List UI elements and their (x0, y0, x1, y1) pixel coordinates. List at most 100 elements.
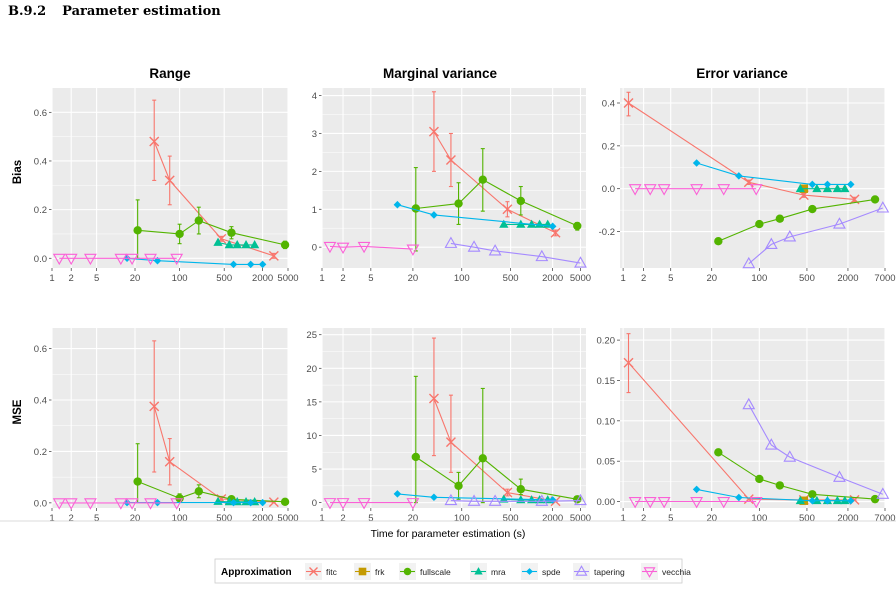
point-vecchia (406, 498, 420, 510)
legend-item-vecchia: vecchia (641, 563, 691, 580)
series-line-tapering (748, 207, 883, 265)
point-vecchia (114, 498, 128, 510)
point-mra (832, 183, 843, 193)
panel-range-bias: 0.0 0.2 0.4 0.6 1 2 5 20 100 500 2000 5000 (34, 88, 299, 284)
point-tapering (832, 217, 846, 229)
point-fullscale (280, 497, 290, 507)
point-tapering (535, 249, 549, 262)
point-spde (393, 200, 402, 209)
legend-key-marker (575, 565, 588, 576)
point-tapering (742, 256, 756, 269)
x-tick-label: 500 (216, 273, 232, 284)
series-fitc (428, 337, 561, 507)
point-fullscale (478, 175, 487, 184)
point-vecchia (52, 498, 66, 510)
y-tick-label: 10 (306, 431, 317, 442)
point-fullscale (133, 226, 142, 235)
point-vecchia (657, 496, 671, 509)
point-vecchia (125, 498, 139, 510)
point-tapering (764, 237, 778, 249)
row-label-bias: Bias (12, 160, 24, 184)
point-mra (499, 219, 509, 228)
point-spde (229, 260, 238, 269)
legend-title: Approximation (221, 567, 292, 578)
x-tick-label: 2000 (252, 513, 273, 524)
point-vecchia (336, 498, 350, 510)
point-mra (232, 240, 242, 249)
legend-label-spde: spde (542, 567, 561, 577)
point-spde (246, 260, 255, 269)
legend-label-frk: frk (375, 567, 385, 577)
point-fullscale (808, 204, 817, 214)
point-mra (832, 495, 843, 505)
x-tick-label: 2000 (542, 273, 563, 284)
point-mra (250, 240, 260, 249)
point-tapering (876, 201, 890, 213)
point-fullscale (573, 221, 582, 231)
point-mra (224, 240, 234, 249)
y-tick-label: 0.2 (602, 141, 615, 152)
y-tick-label: 2 (312, 167, 317, 178)
point-vecchia (323, 241, 337, 254)
legend-item-frk: frk (354, 563, 385, 580)
y-tick-label: 0 (312, 243, 317, 254)
point-fullscale (755, 474, 764, 484)
x-tick-label: 2 (641, 273, 646, 284)
point-fullscale (755, 219, 764, 229)
y-tick-label: 0.6 (34, 108, 47, 119)
point-vecchia (323, 498, 337, 510)
legend-item-fitc: fitc (305, 563, 338, 580)
legend-key-marker (403, 567, 412, 576)
x-tick-label: 5 (368, 513, 373, 524)
x-tick-label: 100 (454, 513, 470, 524)
series-spde (692, 159, 855, 189)
x-tick-label: 2 (69, 273, 74, 284)
point-mra (241, 240, 251, 249)
point-spde (258, 498, 267, 507)
point-vecchia (357, 241, 371, 254)
point-fullscale (870, 494, 880, 504)
x-tick-label: 7000 (874, 513, 895, 524)
legend-label-vecchia: vecchia (662, 567, 691, 577)
x-tick-label: 20 (706, 273, 717, 284)
point-vecchia (144, 253, 157, 266)
point-spde (735, 172, 743, 180)
point-fullscale (775, 214, 785, 223)
section-heading: B.9.2 Parameter estimation (8, 4, 221, 19)
point-tapering (488, 244, 502, 256)
point-vecchia (628, 184, 642, 196)
legend-item-fullscale: fullscale (399, 563, 451, 580)
point-spde (153, 256, 162, 265)
point-spde (393, 490, 402, 498)
point-vecchia (114, 253, 128, 266)
point-vecchia (125, 253, 139, 266)
point-fitc (743, 177, 754, 188)
point-vecchia (717, 496, 731, 509)
point-spde (548, 496, 557, 504)
point-vecchia (83, 253, 97, 266)
y-tick-label: 3 (312, 129, 317, 140)
point-mra (527, 219, 537, 228)
series-vecchia (52, 498, 184, 510)
legend-key-marker (643, 567, 656, 578)
x-tick-label: 5000 (570, 273, 591, 284)
x-tick-label: 500 (216, 513, 232, 524)
column-title-range: Range (149, 66, 191, 81)
point-fullscale (194, 487, 204, 496)
point-fitc (268, 497, 279, 508)
series-vecchia (323, 498, 420, 510)
point-vecchia (336, 242, 350, 255)
legend-key-marker (526, 568, 533, 575)
point-spde (430, 493, 438, 502)
panel-margvar-bias: 0 1 2 3 4 1 2 5 20 100 500 2000 5000 (312, 88, 591, 284)
section-title: Parameter estimation (62, 4, 221, 19)
point-fullscale (411, 452, 421, 462)
series-vecchia (52, 253, 184, 266)
x-tick-label: 100 (172, 273, 188, 284)
point-fullscale (714, 448, 723, 457)
series-line-tapering (748, 404, 884, 495)
point-vecchia (64, 498, 78, 510)
point-vecchia (749, 184, 763, 196)
x-tick-label: 100 (751, 273, 767, 284)
